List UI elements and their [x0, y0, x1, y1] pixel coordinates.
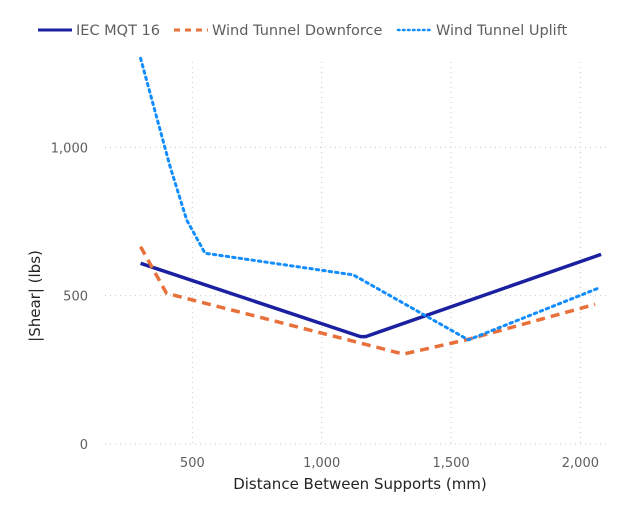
- y-axis-title: |Shear| (lbs): [26, 250, 44, 342]
- x-tick-label: 2,000: [562, 456, 599, 471]
- axes: 0 500 1,000 500 1,000 1,500 2,000: [51, 141, 599, 471]
- y-tick-label: 1,000: [51, 141, 88, 156]
- y-tick-label: 0: [80, 438, 88, 453]
- series-line-wind-tunnel-uplift: [139, 56, 600, 342]
- x-tick-label: 1,500: [432, 456, 469, 471]
- x-tick-label: 1,000: [303, 456, 340, 471]
- legend-label[interactable]: Wind Tunnel Downforce: [212, 23, 383, 39]
- x-axis-title: Distance Between Supports (mm): [233, 475, 487, 493]
- series-line-wind-tunnel-downforce: [139, 245, 596, 356]
- y-tick-label: 500: [63, 290, 88, 305]
- series-lines: [139, 56, 602, 356]
- legend-label[interactable]: Wind Tunnel Uplift: [436, 23, 568, 39]
- grid: [105, 62, 608, 445]
- legend: IEC MQT 16 Wind Tunnel Downforce Wind Tunn…: [38, 23, 568, 39]
- series-line-iec-mqt-16: [140, 252, 602, 339]
- legend-label[interactable]: IEC MQT 16: [76, 23, 160, 39]
- x-tick-label: 500: [180, 456, 205, 471]
